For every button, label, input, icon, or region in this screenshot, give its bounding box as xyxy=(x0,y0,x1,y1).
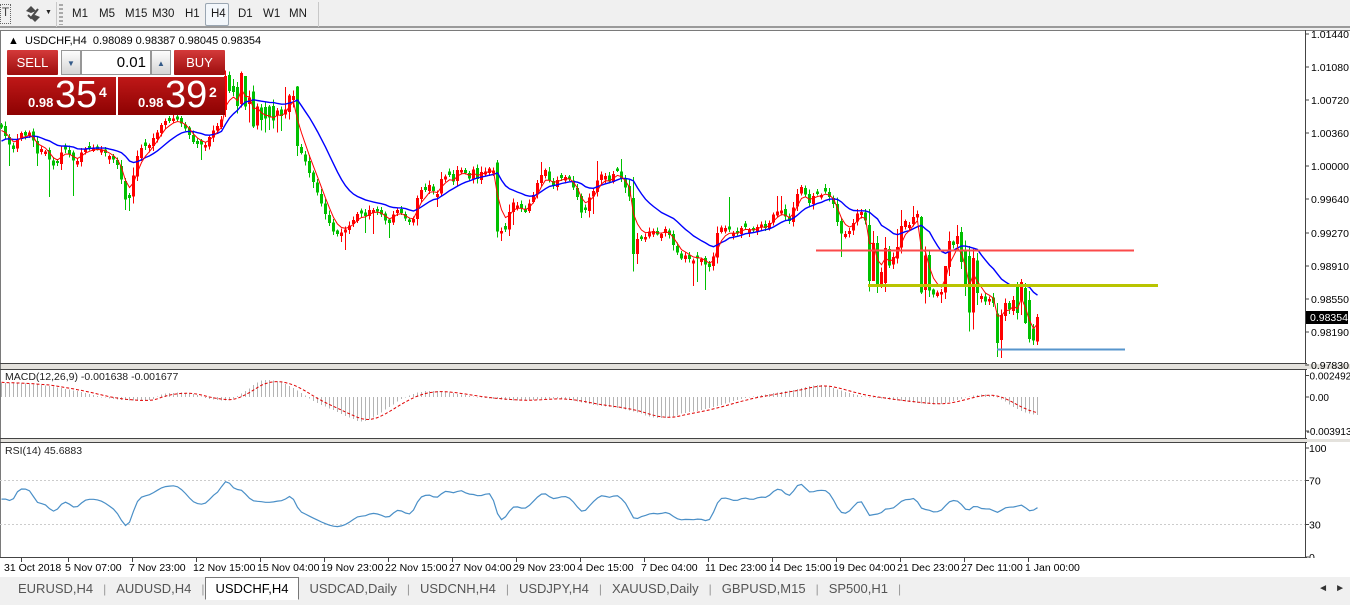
svg-text:1.00360: 1.00360 xyxy=(1311,128,1349,140)
svg-text:0.98910: 0.98910 xyxy=(1311,261,1349,273)
svg-text:MACD(12,26,9) -0.001638 -0.001: MACD(12,26,9) -0.001638 -0.001677 xyxy=(5,371,179,383)
svg-text:1.01440: 1.01440 xyxy=(1311,30,1349,41)
svg-text:1.01080: 1.01080 xyxy=(1311,62,1349,74)
svg-text:0.99270: 0.99270 xyxy=(1311,228,1349,240)
svg-text:70: 70 xyxy=(1309,476,1321,488)
svg-text:0.98550: 0.98550 xyxy=(1311,294,1349,306)
svg-text:0.002492: 0.002492 xyxy=(1310,371,1350,382)
svg-text:30: 30 xyxy=(1309,519,1321,531)
svg-text:0.98190: 0.98190 xyxy=(1311,327,1349,339)
svg-text:1.00000: 1.00000 xyxy=(1311,161,1349,173)
svg-text:0.97830: 0.97830 xyxy=(1311,360,1349,372)
svg-text:RSI(14) 45.6883: RSI(14) 45.6883 xyxy=(5,445,82,457)
svg-text:0.98354: 0.98354 xyxy=(1310,312,1348,324)
svg-text:-0.003913: -0.003913 xyxy=(1307,427,1350,438)
svg-text:100: 100 xyxy=(1309,443,1327,455)
svg-text:0.00: 0.00 xyxy=(1310,393,1330,404)
svg-text:0.99640: 0.99640 xyxy=(1311,194,1349,206)
svg-text:1.00720: 1.00720 xyxy=(1311,95,1349,107)
